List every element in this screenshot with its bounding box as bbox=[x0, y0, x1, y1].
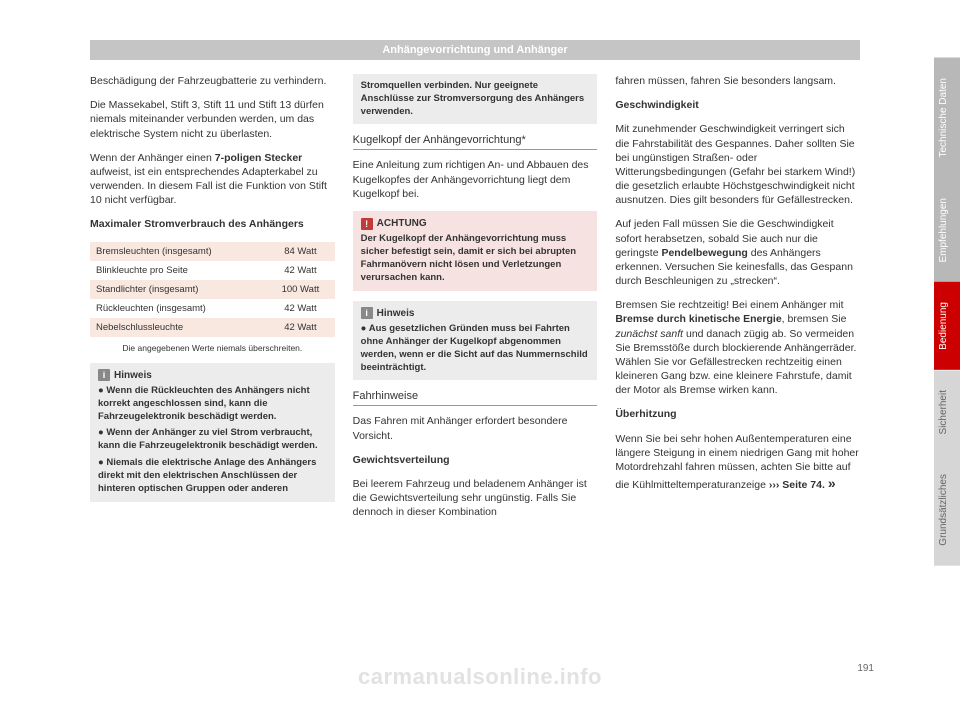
table-title: Maximaler Stromverbrauch des Anhängers bbox=[90, 217, 335, 231]
text-bold: ››› Seite 74. bbox=[769, 479, 825, 491]
info-icon: i bbox=[98, 369, 110, 381]
continuation-icon: » bbox=[828, 475, 836, 491]
paragraph: Bremsen Sie rechtzeitig! Bei einem Anhän… bbox=[615, 298, 860, 397]
warning-title: ! ACHTUNG bbox=[361, 217, 590, 231]
cell: Nebelschlussleuchte bbox=[90, 318, 266, 337]
text-bold: Bremse durch kinetische Energie bbox=[615, 313, 781, 325]
note-title: i Hinweis bbox=[98, 369, 327, 383]
text: aufweist, ist ein entsprechendes Adapter… bbox=[90, 166, 327, 206]
paragraph: Auf jeden Fall müssen Sie die Geschwindi… bbox=[615, 217, 860, 288]
cell: 42 Watt bbox=[266, 261, 335, 280]
info-icon: i bbox=[361, 307, 373, 319]
note-item: ● Wenn die Rückleuchten des Anhängers ni… bbox=[98, 385, 327, 423]
page-number: 191 bbox=[857, 663, 874, 674]
subheading: Gewichtsverteilung bbox=[353, 453, 598, 467]
cell: Blinkleuchte pro Seite bbox=[90, 261, 266, 280]
column-2: Stromquellen verbinden. Nur geeignete An… bbox=[353, 74, 598, 529]
paragraph: Beschädigung der Fahrzeugbatterie zu ver… bbox=[90, 74, 335, 88]
content-columns: Beschädigung der Fahrzeugbatterie zu ver… bbox=[90, 74, 860, 529]
note-title-text: Hinweis bbox=[114, 369, 152, 383]
text-bold: Pendelbewegung bbox=[661, 247, 747, 259]
cell: 100 Watt bbox=[266, 280, 335, 299]
column-1: Beschädigung der Fahrzeugbatterie zu ver… bbox=[90, 74, 335, 529]
note-text: Niemals die elektrische Anlage des Anhän… bbox=[98, 457, 316, 494]
paragraph: Das Fahren mit Anhänger erfordert besond… bbox=[353, 414, 598, 442]
paragraph: Die Massekabel, Stift 3, Stift 11 und St… bbox=[90, 98, 335, 141]
tab-operation[interactable]: Bedienung bbox=[934, 282, 960, 370]
tab-basics[interactable]: Grundsätzliches bbox=[934, 454, 960, 566]
tab-safety[interactable]: Sicherheit bbox=[934, 370, 960, 454]
warning-icon: ! bbox=[361, 218, 373, 230]
note-title: i Hinweis bbox=[361, 307, 590, 321]
paragraph: Eine Anleitung zum richtigen An- und Abb… bbox=[353, 158, 598, 201]
tab-technical-data[interactable]: Technische Daten bbox=[934, 58, 960, 178]
warning-text: Der Kugelkopf der Anhängevorrichtung mus… bbox=[361, 233, 590, 284]
note-box-continuation: Stromquellen verbinden. Nur geeignete An… bbox=[353, 74, 598, 124]
paragraph: Wenn der Anhänger einen 7-poligen Stecke… bbox=[90, 151, 335, 208]
text: Bremsen Sie rechtzeitig! Bei einem Anhän… bbox=[615, 299, 843, 311]
cell: Bremsleuchten (insgesamt) bbox=[90, 242, 266, 261]
power-table: Bremsleuchten (insgesamt)84 Watt Blinkle… bbox=[90, 242, 335, 337]
paragraph: Wenn Sie bei sehr hohen Außentemperature… bbox=[615, 432, 860, 493]
cell: 42 Watt bbox=[266, 318, 335, 337]
paragraph: Bei leerem Fahrzeug und beladenem Anhäng… bbox=[353, 477, 598, 520]
note-box: i Hinweis ● Wenn die Rückleuchten des An… bbox=[90, 363, 335, 502]
note-item: ● Wenn der Anhänger zu viel Strom verbra… bbox=[98, 427, 327, 453]
cell: 84 Watt bbox=[266, 242, 335, 261]
cell: Standlichter (insgesamt) bbox=[90, 280, 266, 299]
cell: Rückleuchten (insgesamt) bbox=[90, 299, 266, 318]
column-3: fahren müssen, fahren Sie besonders lang… bbox=[615, 74, 860, 529]
page-header: Anhängevorrichtung und Anhänger bbox=[90, 40, 860, 60]
text-italic: zunächst sanft bbox=[615, 328, 683, 340]
subheading: Geschwindigkeit bbox=[615, 98, 860, 112]
warning-title-text: ACHTUNG bbox=[377, 217, 427, 231]
note-text: Wenn die Rückleuchten des Anhängers nich… bbox=[98, 385, 310, 422]
note-text: Wenn der Anhänger zu viel Strom verbrauc… bbox=[98, 427, 318, 451]
warning-box: ! ACHTUNG Der Kugelkopf der Anhängevorri… bbox=[353, 211, 598, 291]
subheading: Überhitzung bbox=[615, 407, 860, 421]
text: , bremsen Sie bbox=[782, 313, 847, 325]
tab-recommendations[interactable]: Empfehlungen bbox=[934, 178, 960, 283]
note-item: ● Aus gesetzlichen Gründen muss bei Fahr… bbox=[361, 323, 590, 374]
paragraph: fahren müssen, fahren Sie besonders lang… bbox=[615, 74, 860, 88]
note-item: ● Niemals die elektrische Anlage des Anh… bbox=[98, 457, 327, 495]
note-box: i Hinweis ● Aus gesetzlichen Gründen mus… bbox=[353, 301, 598, 381]
text-bold: 7-poligen Stecker bbox=[215, 152, 303, 164]
text: Wenn der Anhänger einen bbox=[90, 152, 215, 164]
section-title: Fahrhinweise bbox=[353, 390, 598, 406]
cell: 42 Watt bbox=[266, 299, 335, 318]
section-title: Kugelkopf der Anhängevorrichtung* bbox=[353, 134, 598, 150]
table-footnote: Die angegebenen Werte niemals überschrei… bbox=[90, 343, 335, 353]
paragraph: Mit zunehmender Geschwindigkeit verringe… bbox=[615, 122, 860, 207]
sidebar-tabs: Technische Daten Empfehlungen Bedienung … bbox=[934, 58, 960, 566]
note-text: Aus gesetzlichen Gründen muss bei Fahrte… bbox=[361, 323, 588, 372]
note-title-text: Hinweis bbox=[377, 307, 415, 321]
